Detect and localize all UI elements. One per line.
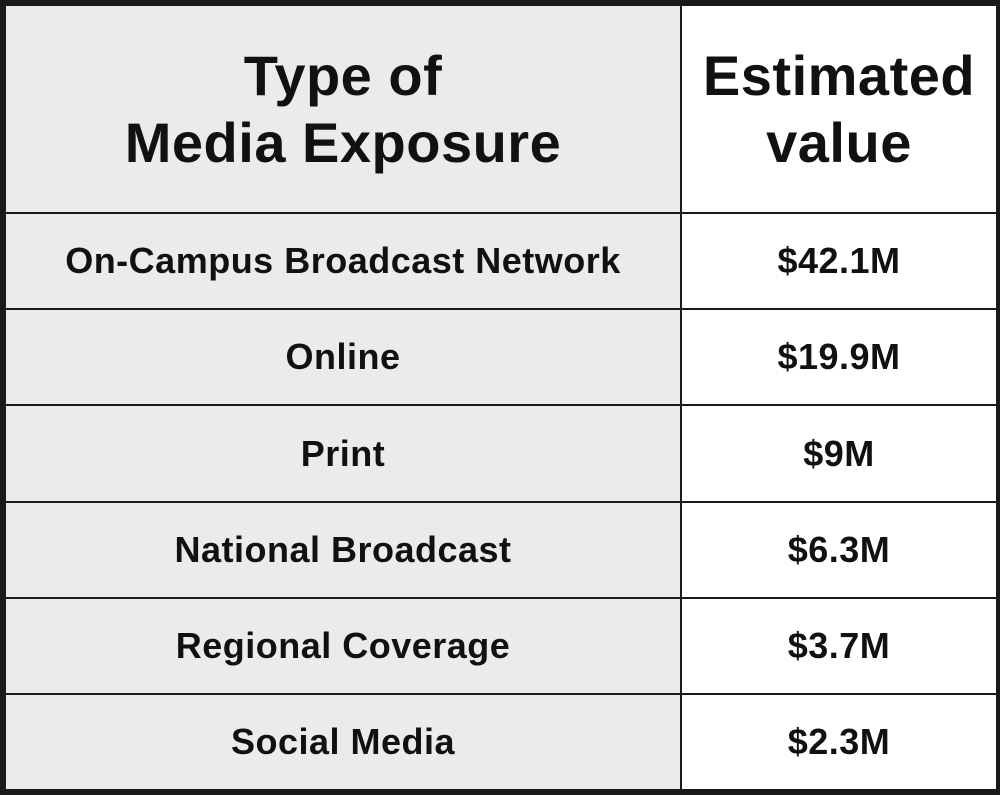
header-type-of-media-exposure: Type of Media Exposure (4, 3, 682, 215)
table-row: Print $9M (4, 404, 998, 503)
row-type-cell: Print (4, 404, 682, 503)
row-type-cell: National Broadcast (4, 500, 682, 599)
media-exposure-table: Type of Media Exposure Estimated value O… (4, 3, 998, 792)
table-row: Regional Coverage $3.7M (4, 596, 998, 695)
row-type-cell: Regional Coverage (4, 596, 682, 695)
row-type-cell: Online (4, 308, 682, 407)
header-type-line1: Type of (243, 43, 443, 107)
table-header-row: Type of Media Exposure Estimated value (4, 3, 998, 215)
table-row: National Broadcast $6.3M (4, 500, 998, 599)
row-value-cell: $9M (680, 404, 998, 503)
row-value-cell: $3.7M (680, 596, 998, 695)
table-row: On-Campus Broadcast Network $42.1M (4, 212, 998, 311)
row-type-cell: Social Media (4, 692, 682, 792)
table-row: Social Media $2.3M (4, 692, 998, 792)
header-type-line2: Media Exposure (124, 111, 562, 175)
row-value-cell: $2.3M (680, 692, 998, 792)
table-row: Online $19.9M (4, 308, 998, 407)
row-type-cell: On-Campus Broadcast Network (4, 212, 682, 311)
header-estimated-value: Estimated value (680, 3, 998, 215)
header-value-line1: Estimated (702, 43, 976, 107)
row-value-cell: $19.9M (680, 308, 998, 407)
row-value-cell: $42.1M (680, 212, 998, 311)
row-value-cell: $6.3M (680, 500, 998, 599)
header-value-line2: value (766, 111, 912, 175)
